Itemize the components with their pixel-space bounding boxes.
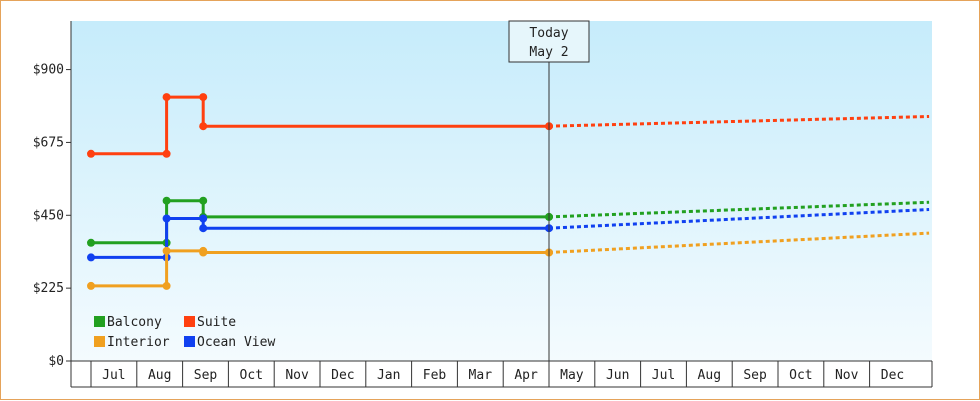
plot-area [71,21,932,361]
data-point [162,281,171,290]
series-suite [87,93,930,158]
data-point [199,196,208,205]
legend: Balcony Suite Interior Ocean View [94,315,275,350]
month-label: Nov [285,368,309,383]
forecast-line [548,115,930,128]
data-point [162,149,171,158]
legend-swatch-ocean-view [184,336,195,347]
legend-label-interior: Interior [107,335,170,350]
forecast-line [548,208,930,230]
legend-label-ocean-view: Ocean View [197,335,275,350]
data-point [199,122,208,131]
y-tick-label: $675 [33,135,64,150]
month-label: Jul [652,368,675,383]
month-label: Jun [606,368,629,383]
legend-swatch-interior [94,336,105,347]
month-label: Mar [469,368,493,383]
data-point [162,214,171,223]
month-label: Jul [102,368,125,383]
data-point [199,248,208,257]
y-axis: $0 $225 $450 $675 $900 [33,21,72,387]
today-label: Today [529,26,568,41]
today-marker: Today May 2 [508,20,590,361]
y-tick-label: $225 [33,281,64,296]
today-box [508,20,590,63]
series-line [91,249,549,288]
legend-label-suite: Suite [197,315,236,330]
forecast-line [548,200,930,219]
month-label: Aug [148,368,171,383]
data-point [87,253,95,262]
y-tick-label: $0 [48,354,64,369]
data-point [162,246,171,255]
series-ocean-view [87,208,930,262]
data-point [87,238,95,247]
series-line [91,95,549,156]
x-axis: Jul Aug Sep Oct Nov Dec Jan Feb Mar Apr May Jun Jul A… [71,360,933,388]
data-point [199,224,208,233]
month-label: Sep [194,368,218,383]
month-label: Apr [514,368,538,383]
month-label: Dec [331,368,354,383]
month-label: Jan [377,368,400,383]
month-label: Aug [698,368,721,383]
series-lines [87,93,930,290]
today-date: May 2 [529,45,568,60]
series-line [91,199,549,245]
data-point [87,149,95,158]
series-line [91,217,549,259]
data-point [87,281,95,290]
data-point [199,214,208,223]
data-point [162,196,171,205]
month-label: Nov [835,368,859,383]
legend-label-balcony: Balcony [107,315,162,330]
y-tick-label: $450 [33,208,64,223]
month-label: May [560,368,584,383]
month-label: Dec [881,368,904,383]
month-label: Feb [423,368,447,383]
legend-swatch-balcony [94,316,105,327]
legend-swatch-suite [184,316,195,327]
month-label: Oct [789,368,812,383]
data-point [199,93,208,102]
month-label: Oct [240,368,263,383]
y-tick-label: $900 [33,63,64,78]
month-label: Sep [743,368,767,383]
data-point [162,93,171,102]
forecast-line [548,231,930,254]
